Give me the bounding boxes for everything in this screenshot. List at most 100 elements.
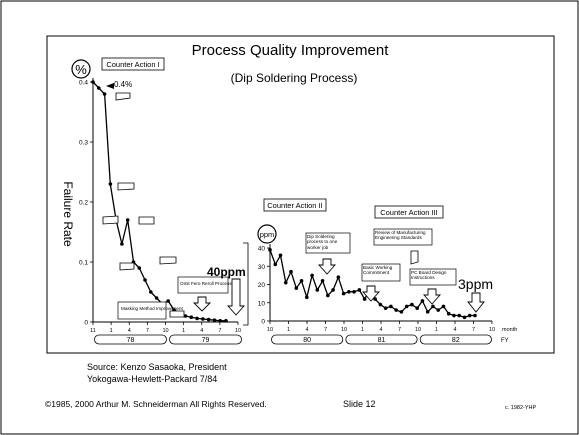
counter-action-2-box	[263, 198, 327, 212]
omit-reroll-box	[177, 276, 229, 294]
rate-0-4-label: 0.4%	[114, 80, 132, 89]
right-data-point	[347, 290, 351, 294]
right-data-point	[310, 273, 314, 278]
left-data-point	[149, 290, 153, 294]
corner-note: c. 1982-YHP	[505, 405, 537, 411]
right-x-tick-label: 1	[361, 327, 364, 333]
note-pointer-icon	[119, 262, 135, 271]
counter-action-1-box	[101, 57, 165, 71]
percent-unit-circle	[71, 59, 91, 79]
left-x-tick-label: 4	[128, 328, 131, 334]
right-data-point	[341, 291, 346, 296]
down-arrow-icon	[467, 292, 485, 313]
right-data-point	[362, 297, 367, 301]
right-data-point	[326, 293, 330, 298]
ppm-3-label: 3ppm	[458, 276, 493, 292]
note-pointer-icon	[159, 256, 177, 265]
right-y-tick-label: 30	[258, 264, 266, 271]
down-arrow-icon	[361, 285, 381, 302]
left-data-point	[224, 319, 228, 323]
left-x-tick-label: 1	[182, 328, 185, 334]
left-fy-label: 79	[202, 337, 210, 344]
left-y-tick-label: 0.1	[79, 260, 88, 267]
left-x-tick-label: 4	[200, 328, 203, 334]
left-data-point	[91, 80, 95, 84]
left-data-point	[108, 182, 113, 186]
note-pointer-icon	[169, 310, 185, 318]
down-arrow-icon	[317, 258, 337, 275]
slide-number: Slide 12	[343, 399, 376, 409]
right-data-point	[394, 308, 398, 312]
right-data-point	[436, 308, 441, 312]
left-data-point	[96, 86, 101, 90]
right-data-point	[420, 299, 425, 303]
right-data-point	[431, 304, 435, 309]
right-data-point	[383, 306, 388, 311]
right-data-point	[294, 286, 299, 290]
left-x-tick-label: 1	[110, 328, 113, 334]
right-data-point	[273, 262, 278, 267]
right-data-point	[446, 311, 451, 316]
right-data-point	[462, 315, 467, 320]
left-data-point	[154, 296, 159, 300]
right-x-unit-label: month	[502, 327, 517, 333]
left-fiscal-years: 78 79	[94, 334, 242, 345]
down-arrow-icon	[192, 296, 212, 312]
right-y-tick-label: 40	[258, 246, 266, 253]
right-fy-segment	[345, 334, 418, 345]
chart-subtitle: (Dip Soldering Process)	[231, 71, 358, 85]
right-data-point	[289, 269, 293, 274]
right-data-point	[415, 306, 419, 311]
left-data-point	[201, 317, 205, 321]
right-data-point	[320, 279, 325, 283]
right-data-point	[425, 310, 430, 314]
down-arrow-icon	[226, 278, 246, 316]
ppm-unit-circle	[257, 224, 277, 244]
right-x-tick-label: 7	[472, 327, 475, 333]
left-y-tick-label: 0.2	[79, 200, 88, 207]
right-x-tick-label: 10	[415, 327, 421, 333]
right-x-tick-label: 4	[379, 327, 382, 333]
chart-title: Process Quality Improvement	[192, 42, 390, 59]
y-axis-label: Failure Rate	[61, 181, 75, 247]
pc-board-box	[409, 268, 457, 286]
ppm-40-label: 40ppm	[207, 265, 246, 279]
counter-action-1-label: Counter Action I	[106, 60, 159, 69]
right-data-point	[452, 313, 456, 318]
right-fy-label: 80	[303, 337, 311, 344]
bracket-icon	[243, 242, 249, 326]
left-y-tick-label: 0.4	[79, 80, 88, 87]
right-data-point	[299, 279, 304, 283]
left-data-point	[102, 92, 107, 96]
right-unit-symbol: ppm	[260, 230, 275, 239]
counter-action-3-box	[374, 205, 444, 219]
right-x-tick-label: 4	[305, 327, 308, 333]
left-unit-symbol: %	[75, 62, 87, 77]
right-data-point	[399, 310, 404, 314]
right-data-point	[268, 248, 272, 252]
right-x-tick-label: 4	[453, 327, 456, 333]
right-x-tick-label: 7	[324, 327, 327, 333]
right-data-point	[441, 304, 446, 309]
right-x-tick-label: 1	[287, 327, 290, 333]
left-data-point	[125, 218, 130, 222]
source-line-1: Source: Kenzo Sasaoka, President	[87, 362, 227, 372]
note-pointer-icon	[410, 250, 419, 265]
left-data-point	[195, 316, 199, 321]
right-fy-segment	[271, 334, 344, 345]
left-fy-segment	[169, 334, 242, 345]
note-pointer-icon	[117, 182, 135, 191]
right-y-tick-label: 0	[261, 319, 265, 326]
left-data-point	[183, 314, 188, 318]
left-data-point	[137, 266, 142, 270]
down-arrow-icon	[422, 288, 442, 305]
left-x-tick-label: 10	[235, 328, 241, 334]
left-y-tick-label: 0.3	[79, 140, 88, 147]
left-x-tick-label: 11	[90, 328, 96, 334]
right-data-point	[315, 288, 320, 292]
right-data-point	[404, 304, 409, 309]
right-data-point	[410, 302, 414, 307]
source-line-2: Yokogawa-Hewlett-Packard 7/84	[87, 374, 218, 384]
